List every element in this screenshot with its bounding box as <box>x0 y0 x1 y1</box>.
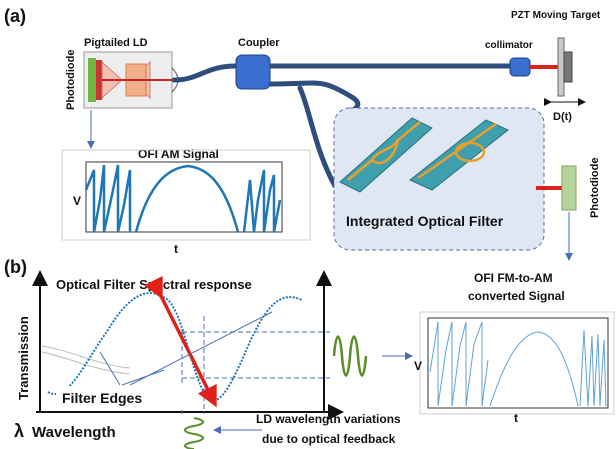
spectral-response-curve <box>47 292 303 402</box>
ofi-am-title: OFI AM Signal <box>138 147 219 161</box>
am-signal-trace <box>84 164 282 233</box>
photodiode-right <box>561 165 577 211</box>
filter-title: Integrated Optical Filter <box>346 213 504 229</box>
fm-am-plot-outer <box>419 311 615 415</box>
pzt-target <box>557 37 573 97</box>
photodiode-left-label: Photodiode <box>65 50 77 111</box>
spectral-title: Optical Filter Spectral response <box>56 277 252 292</box>
wavelength-label: Wavelength <box>32 424 116 441</box>
fm-am-title-line2: converted Signal <box>468 289 565 303</box>
dashed-guides <box>181 316 330 414</box>
gray-reference-curves <box>41 345 131 375</box>
panel-b-tag: (b) <box>4 257 27 277</box>
filter-edges-label: Filter Edges <box>62 390 142 406</box>
collimator <box>509 57 531 77</box>
fiber-network <box>171 63 515 189</box>
fm-am-x-axis-label: t <box>514 411 518 425</box>
ring-filter-chip <box>409 119 509 191</box>
fm-am-title-line1: OFI FM-to-AM <box>474 271 553 285</box>
mzi-filter-chip <box>339 117 433 193</box>
collimator-label: collimator <box>485 40 533 51</box>
filter-edges-pointers <box>99 311 273 386</box>
filter-edge-slope-arrow <box>143 275 217 408</box>
am-signal-frame-outer <box>61 149 311 241</box>
ld-variation-line2: due to optical feedback <box>262 432 396 446</box>
lambda-symbol: λ <box>14 421 24 441</box>
panel-a-tag: (a) <box>4 6 26 26</box>
pigtailed-ld-module <box>83 51 179 109</box>
am-y-axis-label: V <box>73 194 81 208</box>
filter-edges-bg <box>56 386 190 408</box>
transmission-wave <box>332 335 368 377</box>
fm-am-y-axis-label: V <box>414 359 422 373</box>
am-x-axis-label: t <box>174 242 178 256</box>
ld-variation-line1: LD wavelength variations <box>256 412 401 426</box>
pigtailed-ld-label: Pigtailed LD <box>84 37 148 49</box>
coupler-block <box>235 54 271 90</box>
fm-am-trace <box>429 321 607 407</box>
displacement-label: D(t) <box>553 111 572 123</box>
pzt-target-label: PZT Moving Target <box>511 10 601 21</box>
ld-wavelength-wave <box>184 417 204 449</box>
photodiode-right-label: Photodiode <box>589 158 601 219</box>
transmission-label: Transmission <box>16 316 31 400</box>
coupler-label: Coupler <box>238 37 280 49</box>
